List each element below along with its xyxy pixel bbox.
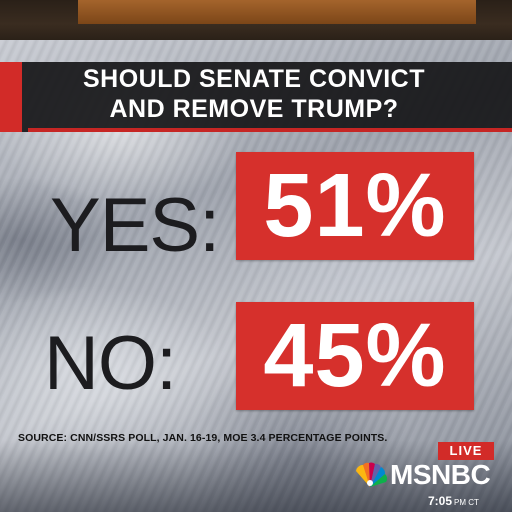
poll-question: SHOULD SENATE CONVICT AND REMOVE TRUMP? [28,64,480,124]
tv-screen: SHOULD SENATE CONVICT AND REMOVE TRUMP? … [0,40,512,512]
poll-question-line-1: SHOULD SENATE CONVICT [83,65,425,93]
poll-question-line-2: AND REMOVE TRUMP? [109,95,399,123]
tv-frame-top [0,0,512,40]
source-note: SOURCE: CNN/SSRS POLL, JAN. 16-19, MOE 3… [18,432,388,444]
live-badge: LIVE [438,442,494,460]
peacock-logo-icon [356,462,388,487]
title-underline [28,128,512,132]
background-panel [78,0,476,24]
yes-label: YES: [50,183,220,268]
yes-value: 51% [263,156,447,256]
title-accent-block [0,62,22,132]
time-value: 7:05 [428,494,453,508]
network-logo: MSNBC [352,458,512,492]
broadcast-time: 7:05 PM CT [428,492,512,510]
title-bar [0,62,512,132]
no-value: 45% [263,306,447,406]
time-zone: PM CT [454,498,479,507]
network-name: MSNBC [390,459,491,490]
no-label: NO: [44,321,177,406]
yes-value-box: 51% [236,152,474,260]
screen-shadow [0,440,512,512]
no-value-box: 45% [236,302,474,410]
